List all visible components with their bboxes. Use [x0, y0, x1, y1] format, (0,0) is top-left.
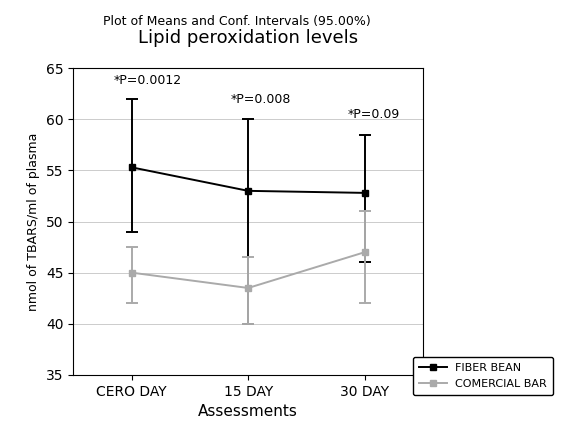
- X-axis label: Assessments: Assessments: [198, 404, 298, 419]
- Title: Lipid peroxidation levels: Lipid peroxidation levels: [138, 29, 358, 47]
- Text: Plot of Means and Conf. Intervals (95.00%): Plot of Means and Conf. Intervals (95.00…: [103, 15, 371, 28]
- Legend: FIBER BEAN, COMERCIAL BAR: FIBER BEAN, COMERCIAL BAR: [413, 357, 553, 395]
- Text: *P=0.0012: *P=0.0012: [114, 74, 182, 86]
- Text: *P=0.09: *P=0.09: [347, 108, 399, 121]
- Y-axis label: nmol of TBARS/ml of plasma: nmol of TBARS/ml of plasma: [28, 132, 41, 311]
- Text: *P=0.008: *P=0.008: [231, 93, 291, 106]
